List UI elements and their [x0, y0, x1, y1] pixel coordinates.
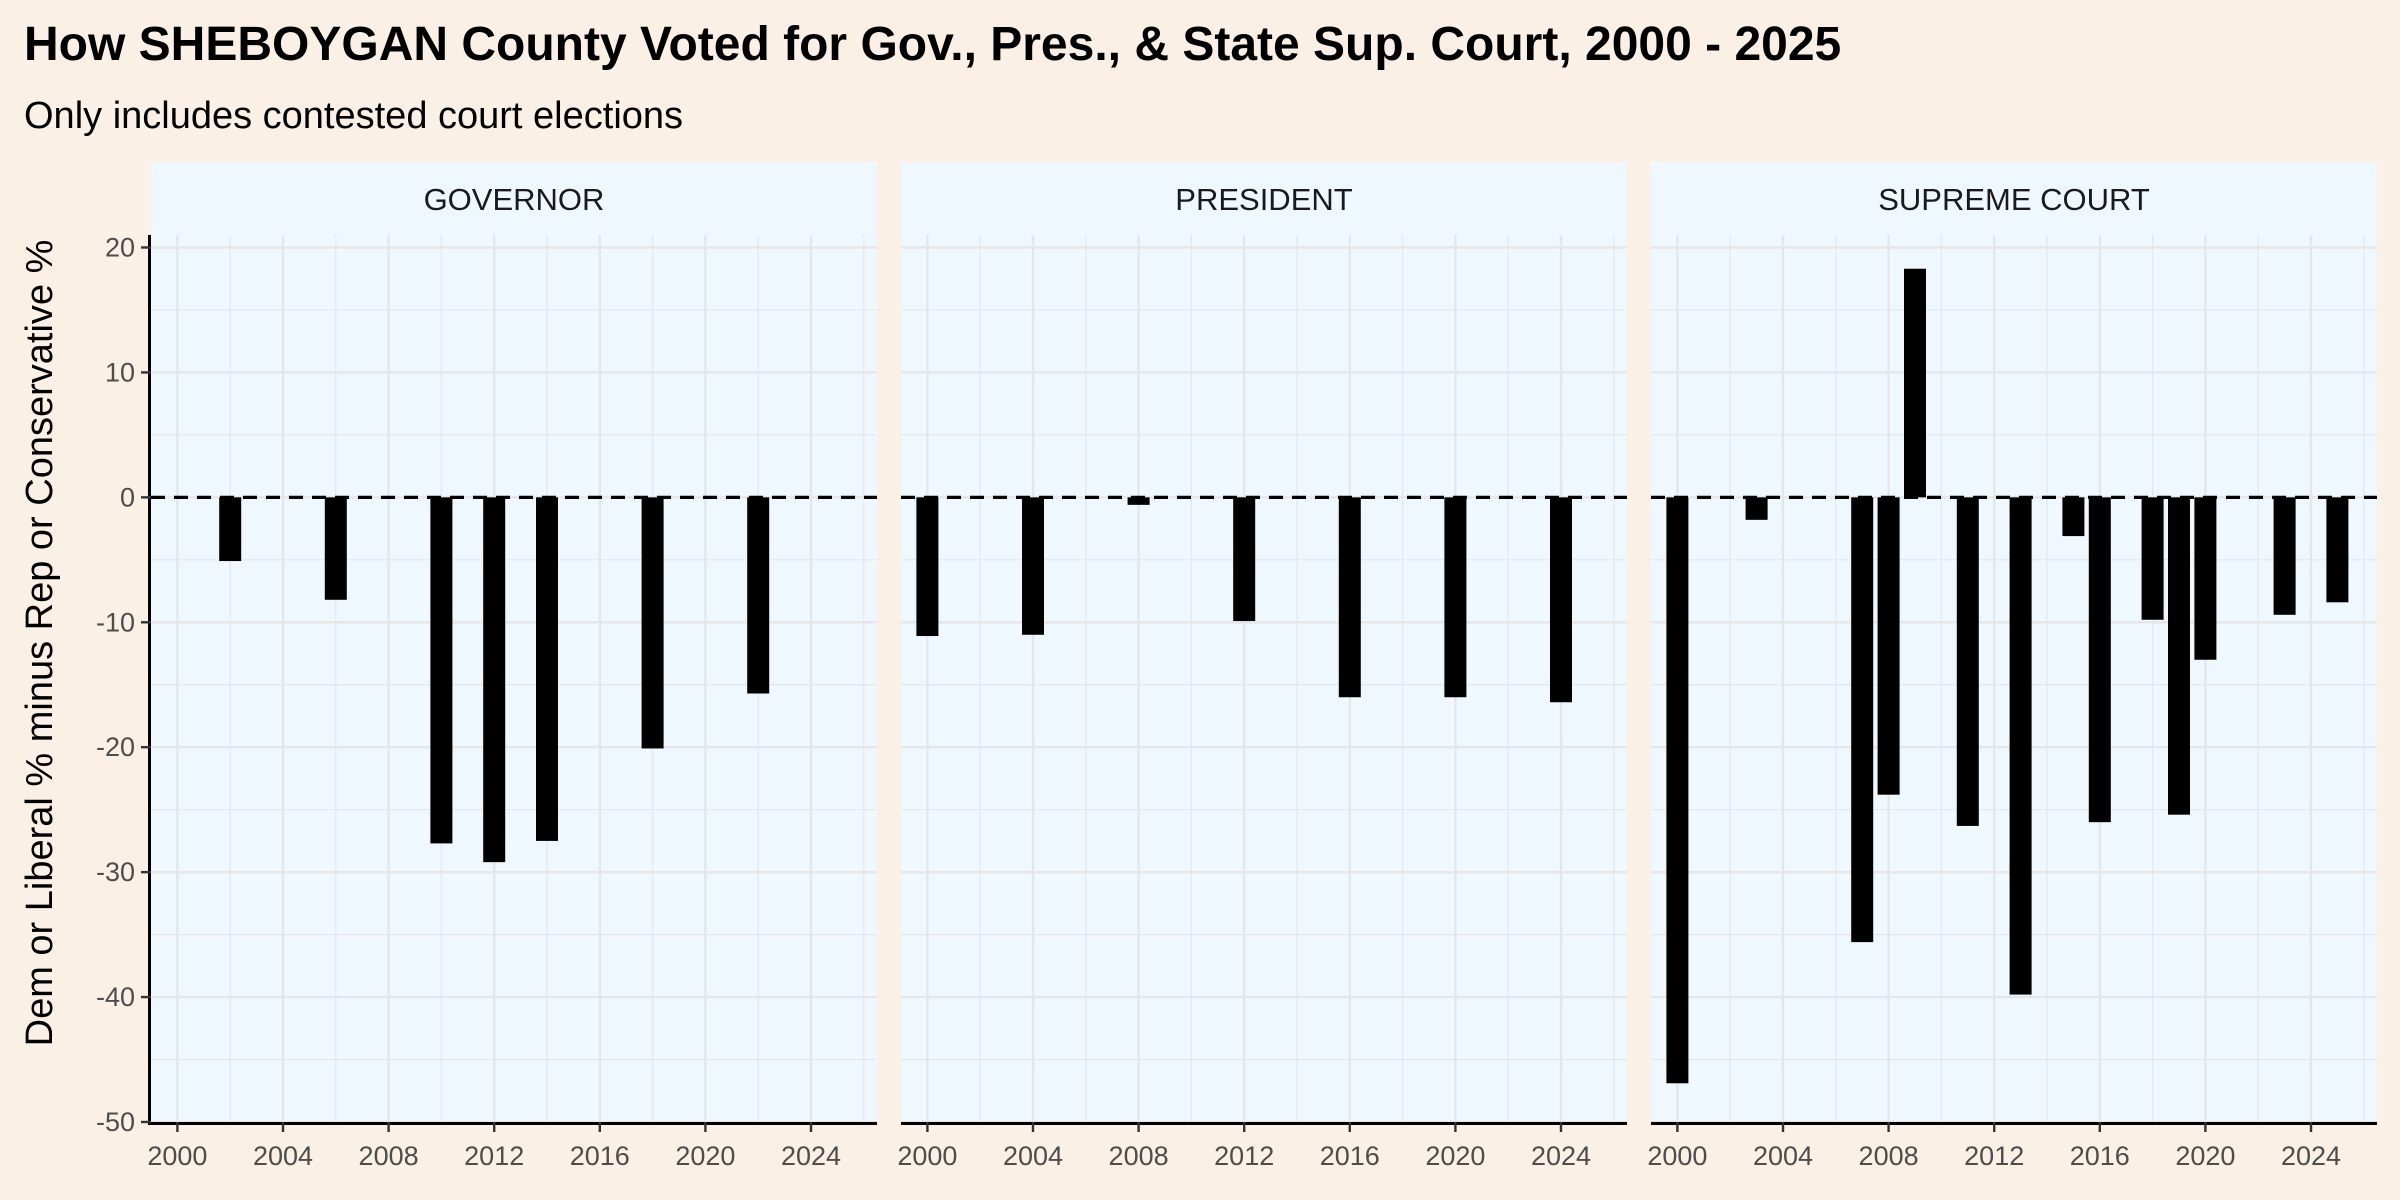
x-tick-label: 2024 [2281, 1141, 2341, 1171]
x-tick-label: 2020 [1425, 1141, 1485, 1171]
x-tick-label: 2012 [1964, 1141, 2024, 1171]
facet-strip [901, 162, 1627, 235]
bar-2008 [1877, 497, 1900, 795]
chart-title: How SHEBOYGAN County Voted for Gov., Pre… [24, 18, 1841, 71]
facet-panel [901, 235, 1627, 1122]
bar-2015 [2062, 497, 2085, 537]
x-tick-label: 2000 [147, 1141, 207, 1171]
x-tick-label: 2004 [1003, 1141, 1063, 1171]
bar-2020 [2194, 497, 2217, 660]
bar-2008 [1127, 497, 1150, 505]
bar-2014 [536, 497, 558, 841]
bar-2000 [1666, 497, 1689, 1084]
x-tick-label: 2008 [359, 1141, 419, 1171]
x-tick-label: 2020 [675, 1141, 735, 1171]
bar-2024 [1550, 497, 1572, 703]
y-tick-label: -50 [96, 1107, 135, 1137]
bar-2016 [2088, 497, 2111, 823]
facet-supreme-court: SUPREME COURT 2000 2004 2008 2012 2016 2020 202… [1647, 162, 2377, 1171]
facet-strip [151, 162, 877, 235]
bar-2012 [483, 497, 506, 863]
bar-2010 [430, 497, 453, 844]
y-tick-label: 20 [105, 232, 135, 262]
x-tick-label: 2024 [1531, 1141, 1591, 1171]
x-tick-label: 2008 [1859, 1141, 1919, 1171]
y-tick-label: -40 [96, 982, 135, 1012]
y-tick-label: 10 [105, 357, 135, 387]
y-axis: -50 -40 -30 -20 -10 0 10 20 [96, 232, 151, 1137]
x-tick-label: 2004 [1753, 1141, 1813, 1171]
y-tick-label: -10 [96, 607, 135, 637]
x-tick-label: 2000 [897, 1141, 957, 1171]
y-tick-label: 0 [120, 482, 135, 512]
bar-2020 [1444, 497, 1467, 698]
bar-2009 [1904, 268, 1926, 498]
x-tick-label: 2008 [1109, 1141, 1169, 1171]
x-tick-label: 2012 [1214, 1141, 1274, 1171]
bar-2022 [747, 497, 770, 694]
bar-2023 [2273, 497, 2296, 615]
bar-2013 [2009, 497, 2032, 995]
bar-2000 [916, 497, 939, 637]
x-tick-label: 2020 [2175, 1141, 2235, 1171]
x-tick-label: 2024 [781, 1141, 841, 1171]
x-tick-label: 2016 [570, 1141, 630, 1171]
bar-2003 [1745, 497, 1768, 520]
facet-strip-label: SUPREME COURT [1878, 182, 2150, 217]
bar-2006 [324, 497, 347, 600]
bar-2018 [641, 497, 664, 749]
y-axis-label: Dem or Liberal % minus Rep or Conservati… [19, 240, 61, 1047]
x-tick-label: 2000 [1647, 1141, 1707, 1171]
bar-2018 [2141, 497, 2164, 620]
x-tick-label: 2016 [1320, 1141, 1380, 1171]
x-tick-label: 2004 [253, 1141, 313, 1171]
x-tick-label: 2016 [2070, 1141, 2130, 1171]
facet-governor: GOVERNOR 2000 2004 2008 2012 2016 2020 2024 [147, 162, 877, 1171]
bar-2004 [1022, 497, 1044, 635]
bar-2007 [1851, 497, 1874, 943]
y-tick-label: -20 [96, 732, 135, 762]
bar-2011 [1956, 497, 1979, 826]
bar-2012 [1233, 497, 1256, 622]
bar-2002 [219, 497, 242, 562]
y-tick-label: -30 [96, 857, 135, 887]
bar-2019 [2168, 497, 2190, 815]
bar-2025 [2326, 497, 2349, 603]
facet-president: PRESIDENT 2000 2004 2008 2012 2016 2020 2024 [897, 162, 1627, 1171]
facet-strip [1651, 162, 2377, 235]
bar-2016 [1338, 497, 1361, 698]
x-tick-label: 2012 [464, 1141, 524, 1171]
facet-strip-label: PRESIDENT [1175, 182, 1352, 217]
facet-strip-label: GOVERNOR [424, 182, 605, 217]
chart-subtitle: Only includes contested court elections [24, 95, 683, 137]
